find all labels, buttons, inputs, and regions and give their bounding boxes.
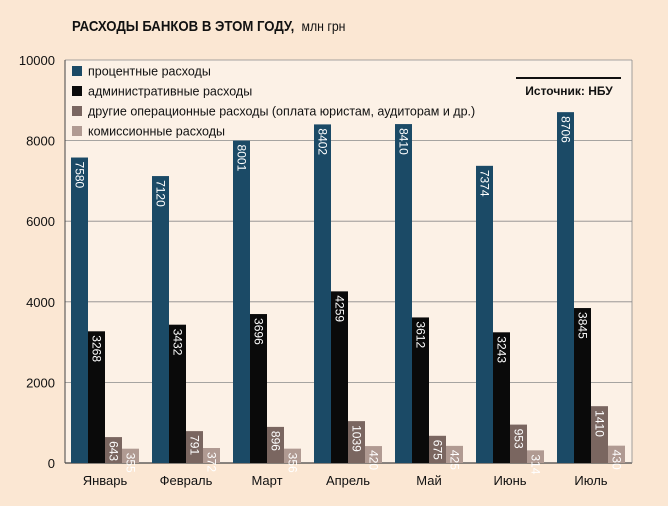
bar-value-label: 3845 (576, 312, 590, 339)
y-tick-label: 6000 (26, 214, 55, 229)
bar (446, 445, 463, 463)
bar-value-label: 953 (512, 429, 526, 449)
bars: 7580 7120 8001 8402 8410 7374 8706 3268 3432 3696… (71, 112, 625, 475)
legend-swatch (72, 126, 82, 136)
grid (64, 59, 633, 464)
source-note: Источник: НБУ (525, 84, 613, 98)
bar-value-label: 1039 (350, 425, 364, 452)
bar (429, 435, 446, 463)
plot-area (65, 60, 632, 463)
bar (186, 431, 203, 463)
x-axis: Январь Февраль Март Апрель Май Июнь Июль (83, 473, 608, 488)
y-tick-label: 4000 (26, 295, 55, 310)
bar (88, 331, 105, 463)
bar-value-label: 8001 (235, 145, 249, 172)
legend-swatch (72, 106, 82, 116)
bar (574, 308, 591, 463)
bar-value-label: 430 (610, 450, 624, 470)
bar-value-label: 7580 (73, 162, 87, 189)
y-tick-label: 8000 (26, 134, 55, 149)
bar (71, 157, 88, 463)
bar-value-label: 7374 (478, 170, 492, 197)
bar-value-label: 8410 (397, 128, 411, 155)
bar (365, 446, 382, 463)
bar-value-label: 643 (107, 441, 121, 461)
legend-label: процентные расходы (88, 65, 211, 79)
bar-value-label: 3432 (171, 329, 185, 356)
chart-title: РАСХОДЫ БАНКОВ В ЭТОМ ГОДУ, млн грн (72, 17, 345, 34)
bar (493, 332, 510, 463)
bar-value-label: 896 (269, 431, 283, 451)
x-tick-label: Февраль (160, 473, 213, 488)
legend-swatch (72, 66, 82, 76)
bar (395, 124, 412, 464)
x-tick-label: Июль (574, 473, 607, 488)
legend-swatch (72, 86, 82, 96)
bar-value-label: 8402 (316, 128, 330, 155)
bar-value-label: 7120 (154, 180, 168, 207)
bar (169, 324, 186, 463)
bar (527, 450, 544, 463)
bar (267, 426, 284, 463)
bar-value-label: 3268 (90, 335, 104, 362)
bar (608, 445, 625, 463)
x-tick-label: Январь (83, 473, 128, 488)
x-tick-label: Март (251, 473, 282, 488)
bar-value-label: 3696 (252, 318, 266, 345)
bar (284, 448, 301, 463)
bar (331, 291, 348, 463)
bar (122, 448, 139, 463)
x-tick-label: Май (416, 473, 441, 488)
bar-value-label: 372 (205, 452, 219, 472)
bar-value-label: 675 (431, 440, 445, 460)
y-tick-label: 10000 (19, 53, 55, 68)
bar (105, 437, 122, 463)
bar (476, 165, 493, 463)
bar-value-label: 3612 (414, 321, 428, 348)
y-tick-label: 2000 (26, 375, 55, 390)
bar (314, 124, 331, 463)
legend: процентные расходы административные расхо… (72, 65, 475, 139)
chart-title-unit: млн грн (301, 18, 345, 34)
bar (152, 176, 169, 463)
bar-value-label: 1410 (593, 410, 607, 437)
y-axis: 0 2000 4000 6000 8000 10000 (19, 53, 55, 471)
legend-label: другие операционные расходы (оплата юрис… (88, 105, 475, 119)
chart-title-main: РАСХОДЫ БАНКОВ В ЭТОМ ГОДУ, (72, 17, 294, 34)
bar-value-label: 355 (124, 453, 138, 473)
bar-value-label: 420 (367, 450, 381, 470)
x-tick-label: Июнь (493, 473, 526, 488)
bar (557, 112, 574, 464)
bar-value-label: 791 (188, 435, 202, 455)
bar (412, 317, 429, 463)
legend-label: комиссионные расходы (88, 125, 225, 139)
bar-value-label: 8706 (559, 116, 573, 143)
bar-value-label: 3243 (495, 336, 509, 363)
legend-label: административные расходы (88, 85, 252, 99)
bar-value-label: 356 (286, 453, 300, 473)
bar-value-label: 4259 (333, 295, 347, 322)
bar (203, 448, 220, 463)
bar (250, 314, 267, 463)
bar (591, 406, 608, 463)
bar (510, 424, 527, 463)
bar-value-label: 314 (529, 454, 543, 474)
bar (348, 421, 365, 463)
bar-value-label: 425 (448, 450, 462, 470)
x-tick-label: Апрель (326, 473, 370, 488)
y-tick-label: 0 (48, 456, 55, 471)
bar (233, 140, 250, 463)
